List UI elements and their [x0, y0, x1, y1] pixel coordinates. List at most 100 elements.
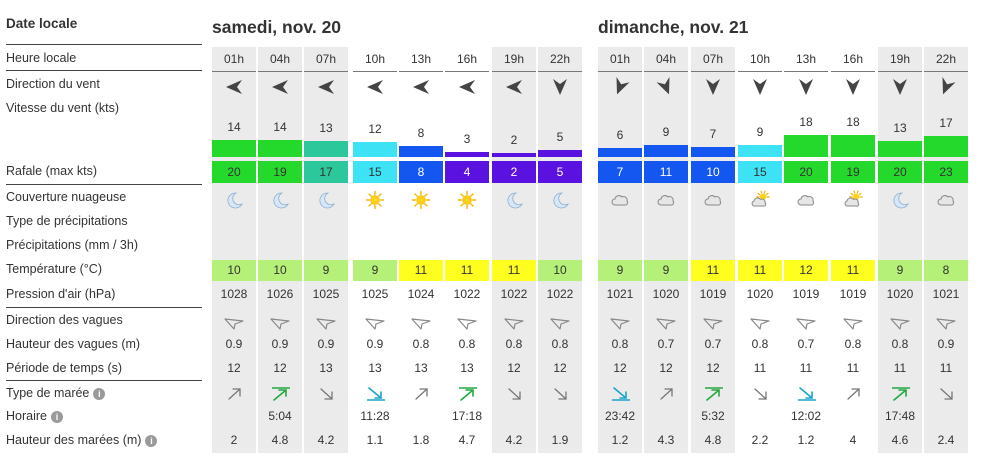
- hour-column: 07h 13 17 9 1025 0.9 13 4.2: [304, 47, 348, 453]
- pressure-value: 1019: [839, 287, 867, 301]
- hour-column: 07h 7 10 11 1019 0.7 12 5:32 4.8: [691, 47, 735, 453]
- tide-height-value: 4.3: [657, 433, 675, 447]
- wave-period-value: 12: [227, 361, 241, 375]
- wave-period-value: 13: [368, 361, 382, 375]
- wave-period-value: 12: [273, 361, 287, 375]
- hour-label: 13h: [795, 52, 817, 66]
- label-type-precipitations: Type de précipitations: [6, 214, 128, 228]
- hour-divider: [538, 71, 582, 72]
- temperature-value: 11: [492, 260, 536, 281]
- pressure-value: 1019: [699, 287, 727, 301]
- temperature-value: 9: [878, 260, 922, 281]
- wind-speed-value: 6: [616, 128, 624, 143]
- temperature-value: 8: [924, 260, 968, 281]
- tide-height-value: 4.8: [704, 433, 722, 447]
- type-maree-text: Type de marée: [6, 386, 90, 400]
- label-direction-vent: Direction du vent: [6, 77, 100, 91]
- hour-column: 16h 18 19 11 1019 0.8 11 4: [831, 47, 875, 453]
- label-periode: Période de temps (s): [6, 361, 123, 375]
- hour-column: 10h 12 15 9 1025 0.9 13 11:28 1.1: [353, 47, 397, 453]
- sun-cloud-icon: [750, 190, 770, 210]
- tide-height-value: 2.4: [937, 433, 955, 447]
- hauteur-marees-text: Hauteur des marées (m): [6, 433, 142, 447]
- wave-period-value: 13: [414, 361, 428, 375]
- info-icon[interactable]: i: [145, 434, 158, 447]
- tide-se-icon: [504, 386, 526, 402]
- label-temperature: Température (°C): [6, 262, 102, 276]
- tide-height-value: 1.1: [366, 433, 384, 447]
- hour-label: 19h: [503, 52, 525, 66]
- tide-height-value: 2: [230, 433, 238, 447]
- pressure-value: 1020: [746, 287, 774, 301]
- wind-speed-value: 8: [417, 126, 425, 141]
- tide-high-icon: [270, 386, 292, 402]
- wave-direction-icon: [750, 317, 770, 331]
- hour-divider: [784, 71, 828, 72]
- wave-direction-icon: [457, 317, 477, 331]
- wind-speed-value: 17: [939, 116, 953, 131]
- tide-low-icon: [365, 386, 387, 402]
- gust-value: 8: [399, 161, 443, 183]
- wave-height-value: 0.8: [458, 337, 476, 351]
- tide-low-icon: [796, 386, 818, 402]
- wave-direction-icon: [936, 317, 956, 331]
- hour-label: 16h: [456, 52, 478, 66]
- gust-value: 23: [924, 161, 968, 183]
- wave-direction-icon: [270, 317, 290, 331]
- cloud-icon: [656, 190, 676, 210]
- wind-direction-icon: [936, 76, 956, 97]
- wind-speed-bar: [353, 141, 397, 157]
- wave-direction-icon: [504, 317, 524, 331]
- tide-ne-icon: [656, 386, 678, 402]
- label-hauteur-vagues: Hauteur des vagues (m): [6, 337, 141, 351]
- wave-period-value: 13: [460, 361, 474, 375]
- temperature-value: 9: [304, 260, 348, 281]
- cloud-icon: [936, 190, 956, 210]
- wind-speed-bar: [878, 140, 922, 157]
- info-icon[interactable]: i: [93, 387, 106, 400]
- gust-value: 15: [353, 161, 397, 183]
- hour-divider: [738, 71, 782, 72]
- hour-divider: [353, 71, 397, 72]
- gust-value: 20: [212, 161, 256, 183]
- wave-height-value: 0.7: [797, 337, 815, 351]
- label-direction-vagues: Direction des vagues: [6, 313, 123, 327]
- hour-label: 07h: [702, 52, 724, 66]
- tide-height-value: 4.6: [891, 433, 909, 447]
- wave-height-value: 0.8: [891, 337, 909, 351]
- hour-label: 16h: [842, 52, 864, 66]
- wave-direction-icon: [610, 317, 630, 331]
- moon-icon: [890, 190, 910, 210]
- tide-height-value: 4.8: [271, 433, 289, 447]
- wave-period-value: 12: [706, 361, 720, 375]
- temperature-value: 11: [738, 260, 782, 281]
- temperature-value: 9: [353, 260, 397, 281]
- wave-period-value: 12: [507, 361, 521, 375]
- wind-direction-icon: [550, 77, 570, 97]
- wind-direction-icon: [656, 76, 676, 97]
- pressure-value: 1028: [220, 287, 248, 301]
- hour-divider: [831, 71, 875, 72]
- wave-direction-icon: [703, 317, 723, 331]
- wind-speed-bar: [212, 139, 256, 157]
- hour-divider: [924, 71, 968, 72]
- wind-direction-icon: [224, 77, 244, 97]
- wind-speed-value: 12: [368, 121, 382, 136]
- wind-direction-icon: [457, 77, 477, 97]
- gust-value: 7: [598, 161, 642, 183]
- wind-direction-icon: [411, 77, 431, 97]
- tide-height-value: 2.2: [751, 433, 769, 447]
- hour-column: 22h 17 23 8 1021 0.9 11 2.4: [924, 47, 968, 453]
- info-icon[interactable]: i: [51, 410, 63, 423]
- cloud-icon: [703, 190, 723, 210]
- pressure-value: 1025: [312, 287, 340, 301]
- wave-direction-icon: [316, 317, 336, 331]
- tide-time-value: 5:32: [701, 409, 725, 423]
- hour-column: 19h 2 2 11 1022 0.8 12 4.2: [492, 47, 536, 453]
- temperature-value: 10: [538, 260, 582, 281]
- tide-time-value: 12:02: [790, 409, 822, 423]
- horaire-text: Horaire: [6, 409, 47, 423]
- gust-value: 15: [738, 161, 782, 183]
- label-horaire: Horaire i: [6, 409, 202, 423]
- wave-period-value: 12: [553, 361, 567, 375]
